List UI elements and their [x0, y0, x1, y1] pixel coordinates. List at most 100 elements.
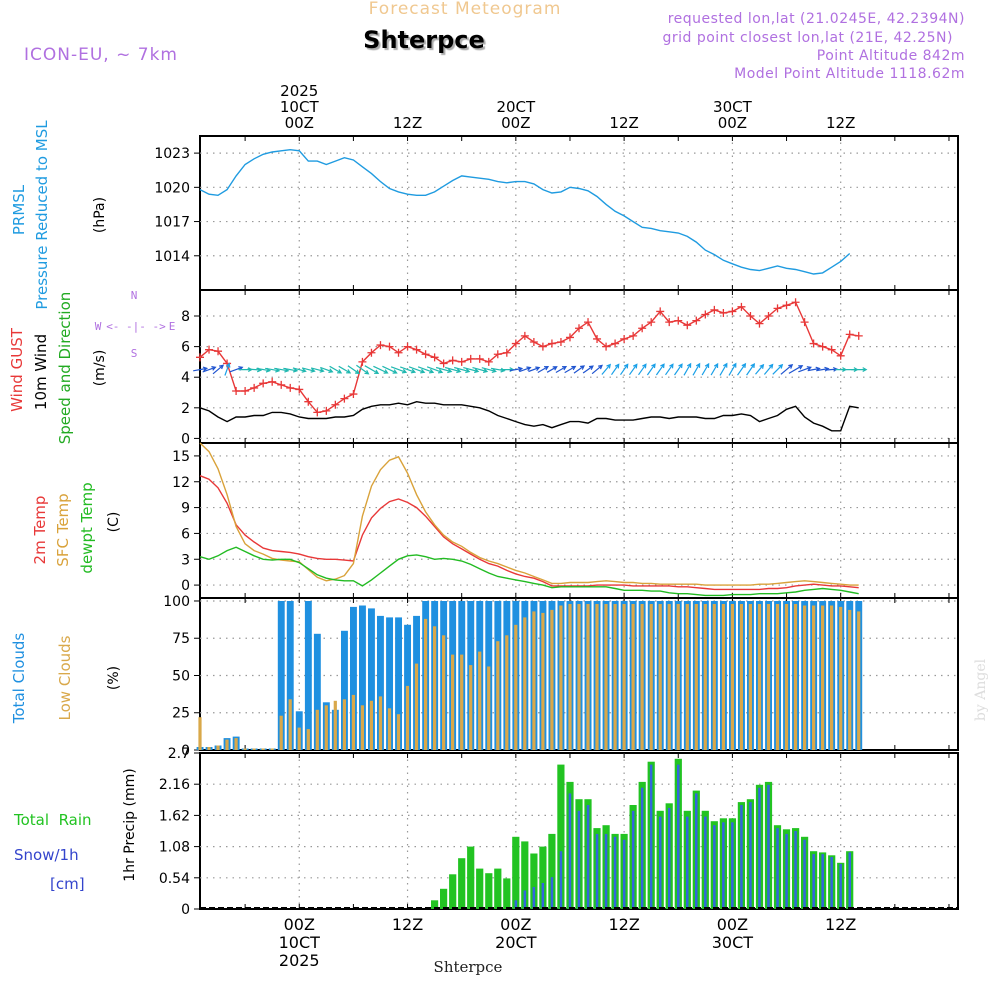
- low-cloud-bar: [757, 604, 762, 750]
- gust-marker: [719, 308, 728, 317]
- low-cloud-bar: [297, 727, 301, 750]
- low-cloud-bar: [830, 605, 834, 750]
- snow-bar: [568, 793, 572, 909]
- wind-direction-arrow: [356, 364, 370, 375]
- low-cloud-bar: [451, 654, 455, 750]
- wind-direction-arrow: [737, 362, 747, 376]
- low-cloud-bar: [550, 609, 554, 750]
- gust-marker: [493, 350, 502, 359]
- wind-direction-arrow: [320, 366, 334, 373]
- wind-direction-arrow: [611, 363, 620, 376]
- wind-direction-arrow: [620, 363, 629, 376]
- rain-bar: [521, 841, 529, 909]
- y-tick-label: 75: [172, 631, 190, 647]
- wind-direction-arrow: [408, 366, 426, 374]
- wind-direction-arrow: [816, 366, 830, 372]
- low-cloud-bar: [568, 604, 572, 750]
- gust-marker: [692, 316, 701, 325]
- rain-bar: [449, 874, 457, 909]
- gust-marker: [196, 353, 204, 362]
- gust-marker: [764, 312, 773, 321]
- y-tick-label: 0.54: [159, 871, 190, 887]
- model-label: ICON-EU, ~ 7km: [24, 45, 178, 65]
- chart-title: Forecast Meteogram: [369, 0, 562, 19]
- temp-label-dewpt: dewpt Temp: [78, 482, 96, 573]
- low-cloud-bar: [586, 604, 590, 750]
- wind-direction-arrow: [454, 366, 471, 374]
- total-cloud-bar: [277, 601, 285, 750]
- gust-marker: [647, 318, 656, 327]
- top-time-label: 00Z: [285, 114, 314, 132]
- low-cloud-bar: [712, 604, 716, 750]
- wind-direction-arrow: [701, 362, 710, 376]
- precip-label-cm: [cm]: [50, 875, 85, 893]
- compass-east: E: [169, 320, 176, 333]
- low-cloud-bar: [243, 748, 247, 750]
- rain-bar: [494, 868, 502, 909]
- low-cloud-bar: [694, 604, 698, 750]
- point-altitude: Point Altitude 842m: [817, 48, 965, 64]
- gust-marker: [214, 347, 223, 356]
- low-cloud-bar: [396, 714, 401, 750]
- wind-direction-arrow: [719, 362, 728, 376]
- credit-watermark: by Angel: [973, 658, 989, 721]
- gust-marker: [457, 357, 466, 366]
- gust-marker: [638, 324, 647, 333]
- low-cloud-bar: [351, 694, 355, 750]
- wind-direction-arrow: [655, 363, 665, 376]
- wind-direction-arrow: [746, 362, 756, 376]
- cloud-unit: (%): [106, 666, 122, 690]
- panel-frame: [199, 135, 959, 291]
- wind-label-10m: 10m Wind: [32, 334, 50, 410]
- model-altitude: Model Point Altitude 1118.62m: [734, 66, 965, 82]
- total-cloud-bar: [386, 617, 393, 750]
- low-cloud-bar: [424, 618, 428, 750]
- y-tick-label: 3: [181, 552, 190, 568]
- gust-marker: [538, 342, 547, 351]
- gust-marker: [827, 345, 836, 354]
- gust-marker: [412, 345, 421, 354]
- gust-marker: [728, 307, 737, 316]
- low-cloud-bar: [225, 739, 229, 750]
- bottom-time-label: 00Z: [284, 915, 315, 934]
- wind-direction-arrow: [338, 365, 352, 374]
- snow-bar: [631, 810, 635, 909]
- y-tick-label: 25: [172, 706, 190, 722]
- wind-direction-arrow: [364, 365, 380, 375]
- top-time-label: 2025: [280, 82, 318, 100]
- low-cloud-bar: [793, 604, 798, 750]
- low-cloud-bar: [270, 748, 274, 750]
- wind-direction-arrow: [426, 366, 444, 374]
- y-tick-label: 0: [181, 431, 190, 447]
- rain-bar: [431, 900, 439, 909]
- wind-direction-arrow: [329, 365, 343, 374]
- gust-marker: [376, 341, 385, 350]
- total-cloud-bar: [368, 608, 375, 750]
- gust-marker: [584, 318, 593, 327]
- wind-direction-arrow: [193, 366, 209, 372]
- rain-bar: [512, 836, 520, 909]
- low-cloud-bar: [279, 715, 283, 750]
- low-cloud-bar: [685, 604, 689, 750]
- wind-direction-arrow: [463, 367, 480, 374]
- location-title: Shterpce: [363, 26, 485, 54]
- wind-direction-arrow: [555, 365, 568, 374]
- rain-bar: [467, 846, 475, 909]
- snow-bar: [532, 887, 536, 909]
- gust-marker: [250, 383, 259, 392]
- wind-direction-arrow: [417, 366, 435, 374]
- total-cloud-bar: [304, 601, 312, 750]
- y-tick-label: 4: [181, 370, 190, 386]
- wind-direction-arrow: [665, 363, 674, 376]
- y-tick-label: 2.16: [159, 777, 190, 793]
- rain-bar: [557, 764, 565, 909]
- snow-bar: [821, 854, 824, 909]
- wind-direction-arrow: [292, 367, 307, 373]
- grid-point-coords: grid point closest lon,lat (21E, 42.25N): [662, 30, 953, 46]
- series-line-10m-wind: [199, 400, 859, 432]
- low-cloud-bar: [658, 604, 662, 750]
- low-cloud-bar: [387, 708, 392, 750]
- gust-marker: [800, 318, 809, 327]
- bottom-time-label: 20CT: [495, 933, 537, 952]
- low-cloud-bar: [559, 605, 563, 750]
